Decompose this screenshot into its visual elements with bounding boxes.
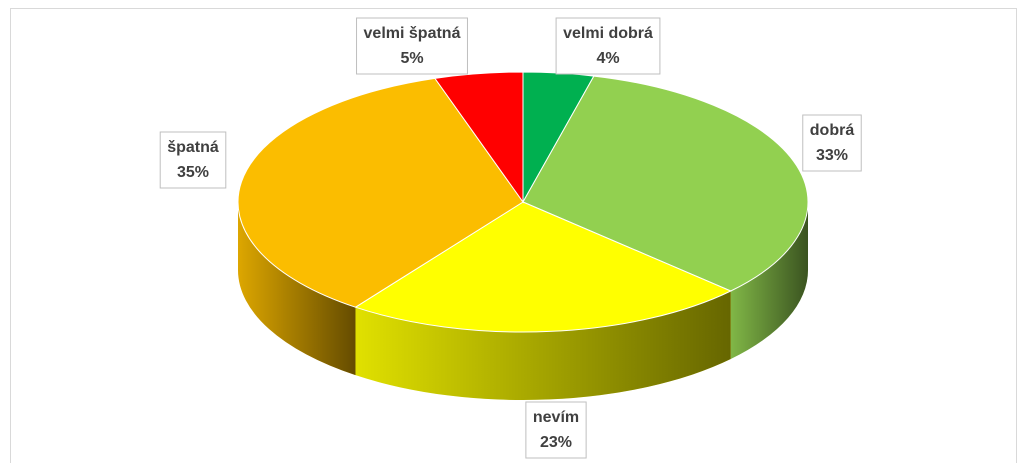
data-label: velmi dobrá 4% — [555, 17, 661, 75]
label-box — [525, 401, 587, 459]
slice — [237, 77, 524, 308]
label-value: 33% — [816, 147, 848, 164]
label-box — [356, 17, 468, 75]
side-shade — [238, 202, 356, 376]
label-value: 5% — [400, 50, 423, 67]
data-label: špatná 35% — [159, 131, 227, 189]
label-value: 23% — [540, 434, 572, 451]
side-shade — [355, 290, 731, 401]
label-category: nevím — [533, 409, 579, 426]
label-box — [802, 114, 862, 172]
data-label: dobrá 33% — [802, 114, 862, 172]
label-box — [555, 17, 661, 75]
label-category: dobrá — [810, 122, 855, 139]
label-category: velmi špatná — [364, 25, 461, 42]
side-shade — [730, 202, 808, 359]
slice — [354, 201, 732, 333]
label-category: velmi dobrá — [563, 25, 653, 42]
label-value: 35% — [177, 164, 209, 181]
label-value: 4% — [596, 50, 619, 67]
label-category: špatná — [167, 139, 219, 156]
label-box — [159, 131, 227, 189]
slice — [522, 75, 809, 292]
data-label: velmi špatná 5% — [356, 17, 468, 75]
data-label: nevím 23% — [525, 401, 587, 459]
slice — [434, 71, 524, 204]
